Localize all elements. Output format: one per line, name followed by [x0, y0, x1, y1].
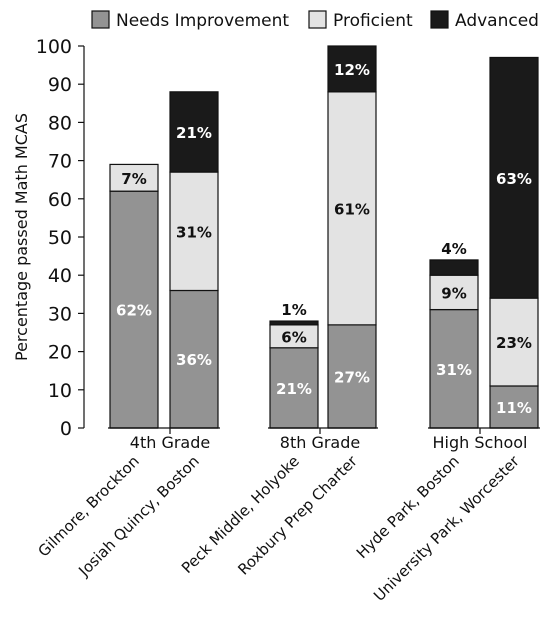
legend-swatch: [308, 10, 327, 29]
bars: 62% 7% 36% 31% 21% 21% 6% 1% 27% 61% 12% 31% 9% 4% 11%…: [109, 45, 539, 429]
y-tick-label: 0: [60, 418, 72, 440]
data-label: 61%: [334, 200, 370, 218]
y-tick-label: 90: [48, 74, 72, 96]
data-label: 6%: [281, 328, 306, 346]
legend-label: Proficient: [333, 11, 413, 31]
data-label: 1%: [281, 301, 306, 319]
legend: Needs Improvement Proficient Advanced: [91, 10, 539, 31]
data-label: 23%: [496, 334, 532, 352]
legend-swatch: [430, 10, 449, 29]
category-label: Hyde Park, Boston: [353, 452, 463, 562]
bar-segment: [327, 91, 377, 326]
bar-segment: [169, 171, 219, 292]
data-label: 31%: [176, 223, 212, 241]
bar-segment: [429, 308, 479, 429]
y-tick-label: 80: [48, 112, 72, 134]
data-label: 21%: [276, 380, 312, 398]
bar-segment: [269, 347, 319, 429]
group-label: 8th Grade: [280, 433, 360, 452]
bar-segment: [109, 163, 159, 192]
y-axis-label: Percentage passed Math MCAS: [12, 113, 31, 361]
y-tick-label: 60: [48, 189, 72, 211]
category-label: Roxbury Prep Charter: [234, 452, 361, 579]
data-label: 36%: [176, 351, 212, 369]
category-label: Gilmore, Brockton: [35, 452, 143, 560]
data-label: 7%: [121, 170, 146, 188]
bar-segment: [269, 320, 319, 326]
bar-segment: [327, 324, 377, 429]
y-tick-label: 50: [48, 227, 72, 249]
group-label: 4th Grade: [130, 433, 210, 452]
y-tick-label: 30: [48, 303, 72, 325]
bar-segment: [109, 190, 159, 429]
y-tick-label: 70: [48, 151, 72, 173]
y-axis: 0 10 20 30 40 50 60 70 80 90 100: [36, 36, 85, 440]
bar-segment: [489, 385, 539, 429]
bar-segment: [327, 45, 377, 93]
bar-segment: [489, 56, 539, 299]
data-label: 63%: [496, 170, 532, 188]
bar-segment: [429, 274, 479, 311]
bar-segment: [169, 91, 219, 173]
data-label: 62%: [116, 302, 152, 320]
bar-segment: [169, 289, 219, 429]
legend-swatch: [91, 10, 110, 29]
bar-segment: [429, 259, 479, 276]
data-label: 21%: [176, 124, 212, 142]
legend-label: Needs Improvement: [116, 11, 289, 31]
x-axis: 4th Grade 8th Grade High School Gilmore, Br…: [35, 427, 540, 605]
legend-label: Advanced: [455, 11, 539, 31]
group-label: High School: [433, 433, 528, 452]
data-label: 4%: [441, 240, 466, 258]
data-label: 11%: [496, 399, 532, 417]
y-tick-label: 100: [36, 36, 72, 58]
y-tick-label: 40: [48, 265, 72, 287]
data-label: 9%: [441, 284, 466, 302]
y-tick-label: 20: [48, 342, 72, 364]
data-label: 27%: [334, 368, 370, 386]
y-tick-label: 10: [48, 380, 72, 402]
data-label: 12%: [334, 61, 370, 79]
data-label: 31%: [436, 361, 472, 379]
bar-segment: [489, 297, 539, 387]
